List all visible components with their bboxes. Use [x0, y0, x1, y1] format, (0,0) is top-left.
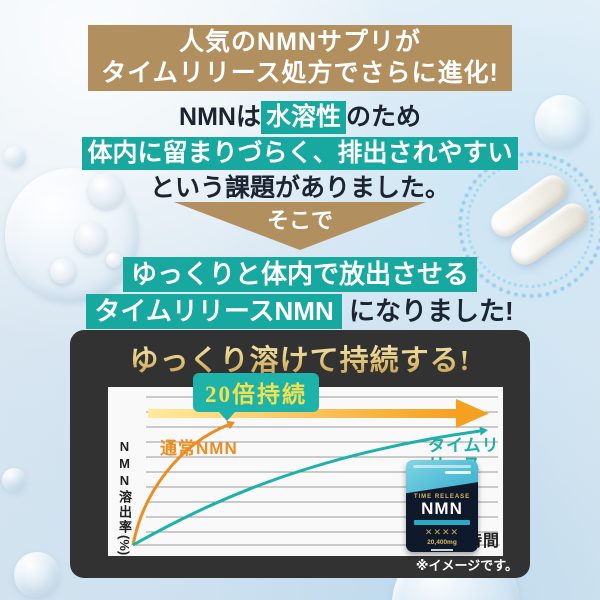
solution-line2-highlight: タイムリリースNMN [86, 294, 342, 329]
header-banner: 人気のNMNサプリが タイムリリース処方でさらに進化! [88, 25, 512, 91]
transition-arrow: そこで [174, 202, 426, 250]
molecule-sphere [106, 252, 122, 268]
water-splash-ring [458, 152, 600, 298]
package-seal [413, 465, 471, 468]
bubble-left-small [2, 468, 26, 492]
chart-panel: ゆっくり溶けて持続する! [70, 330, 530, 578]
chart-plot [131, 396, 500, 547]
bubble-top-right [535, 95, 589, 149]
duration-arrow [148, 399, 489, 428]
duration-badge: 20倍持続 [193, 373, 319, 421]
problem-line1-pre: NMNは [179, 103, 261, 131]
package-brand-mark [445, 471, 471, 474]
package-amount: 20,400mg [427, 539, 457, 547]
molecule-sphere [75, 222, 107, 254]
bubble-bottom-left [14, 552, 60, 598]
solution-line1: ゆっくりと体内で放出させる [0, 257, 600, 292]
problem-text: NMNは 水溶性 のため 体内に留まりづらく、排出されやすい という課題がありました… [0, 101, 600, 206]
molecule-sphere [50, 258, 76, 284]
y-axis-unit: (%) [117, 535, 132, 556]
problem-line3: という課題がありました。 [149, 174, 450, 202]
solution-line2: タイムリリースNMN になりました! [0, 294, 600, 329]
transition-label: そこで [266, 208, 333, 233]
package-tagline: TIME RELEASE [413, 494, 471, 501]
package-capsule-count-bar [431, 549, 453, 552]
solution-text: ゆっくりと体内で放出させる タイムリリースNMN になりました! [0, 257, 600, 331]
image-disclaimer: ※イメージです。 [415, 558, 518, 573]
y-axis-label: NMN溶出率(%) [115, 439, 134, 555]
chart-area: 20倍持続 通常NMN タイムリリース NMN NMN溶出率(%) 時間 TIM… [108, 373, 503, 556]
series-label-normal-nmn: 通常NMN [160, 439, 238, 458]
bubble-top-left [4, 146, 26, 168]
solution-line1-highlight: ゆっくりと体内で放出させる [122, 257, 477, 292]
solution-line2-post: になりました! [348, 296, 514, 326]
y-axis-text: NMN溶出率 [117, 439, 132, 535]
chart-title: ゆっくり溶けて持続する! [70, 337, 530, 379]
normal-nmn-curve [131, 420, 235, 546]
molecule-sphere [88, 173, 124, 209]
package-label: TIME RELEASE NMN ✕✕✕✕ 20,400mg [406, 482, 478, 552]
package-product-name: NMN [421, 499, 463, 519]
problem-line1-post: のため [345, 103, 421, 131]
dna-helix-motif-icon: ✕✕✕✕ [424, 527, 460, 538]
package-teal-strip [413, 520, 471, 526]
problem-line1-highlight: 水溶性 [260, 101, 346, 134]
product-package: TIME RELEASE NMN ✕✕✕✕ 20,400mg [406, 460, 478, 552]
timerelease-nmn-curve [132, 426, 488, 547]
problem-line1: NMNは 水溶性 のため [0, 101, 600, 134]
banner-line1: 人気のNMNサプリが [179, 28, 421, 56]
problem-line2: 体内に留まりづらく、排出されやすい [0, 137, 600, 170]
problem-line2-highlight: 体内に留まりづらく、排出されやすい [82, 137, 518, 170]
banner-line2: タイムリリース処方でさらに進化! [101, 59, 499, 87]
